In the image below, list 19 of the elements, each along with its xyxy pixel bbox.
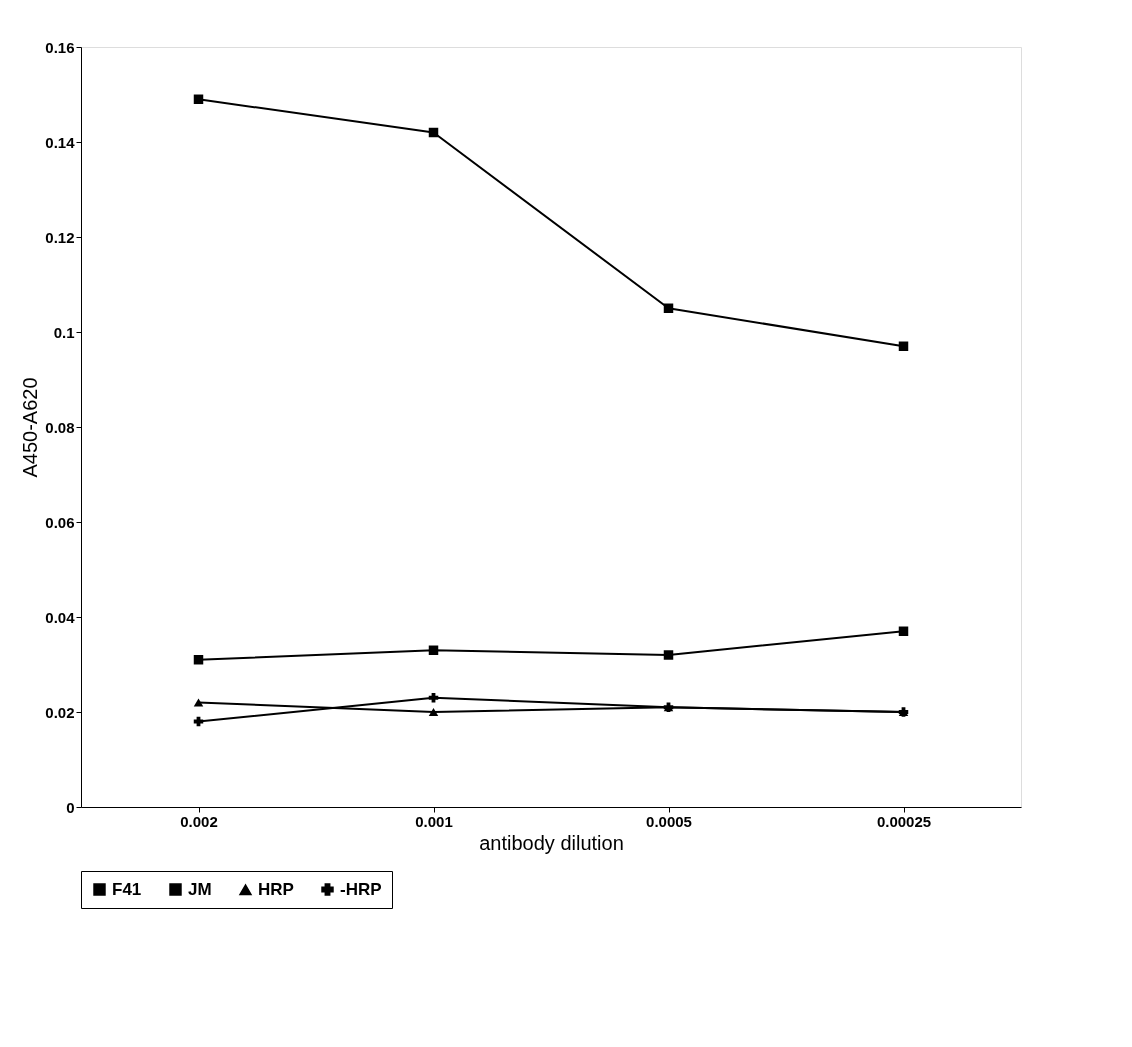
x-tick-label: 0.001	[415, 812, 453, 830]
y-tick-label: 0.06	[45, 513, 75, 531]
y-tick-label: 0.08	[45, 418, 75, 436]
x-axis-title: antibody dilution	[479, 831, 624, 854]
legend-label: -HRP	[340, 879, 382, 899]
legend-label: JM	[188, 879, 212, 899]
y-axis-title: A450-A620	[19, 377, 42, 478]
x-tick-label: 0.0005	[646, 812, 692, 830]
legend-label: HRP	[258, 879, 294, 899]
y-tick-label: 0.02	[45, 703, 75, 721]
y-tick-label: 0.1	[53, 323, 75, 341]
y-tick-label: 0.12	[45, 228, 75, 246]
y-tick-label: 0	[66, 798, 75, 816]
y-tick-label: 0.16	[45, 38, 75, 56]
legend-label: F41	[112, 879, 142, 899]
x-tick-label: 0.002	[180, 812, 218, 830]
x-tick-label: 0.00025	[876, 812, 932, 830]
y-tick-label: 0.14	[45, 133, 76, 151]
y-tick-label: 0.04	[45, 608, 76, 626]
